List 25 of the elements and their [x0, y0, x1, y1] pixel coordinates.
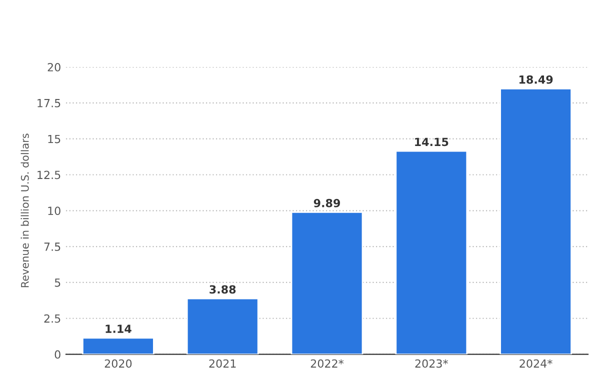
x-tick-label: 2022* [310, 359, 344, 368]
y-tick-label: 2.5 [44, 314, 60, 323]
y-tick-label: 12.5 [38, 170, 60, 180]
data-label: 14.15 [415, 138, 448, 146]
bar [395, 150, 468, 354]
y-tick-label: 15 [48, 134, 60, 144]
data-label: 9.89 [314, 198, 340, 208]
y-tick-label: 20 [48, 63, 60, 72]
y-axis-title: Revenue in billion U.S. dollars [20, 134, 29, 288]
y-tick-label: 17.5 [38, 99, 60, 108]
bar [290, 212, 364, 354]
x-tick-label: 2024* [520, 359, 552, 368]
x-tick-label: 2021 [209, 359, 236, 368]
y-tick-label: 10 [48, 206, 60, 216]
bar [500, 88, 572, 354]
data-label: 18.49 [519, 75, 553, 84]
data-label: 3.88 [210, 285, 236, 294]
bar [186, 298, 259, 354]
bar [82, 337, 154, 354]
y-tick-label: 7.5 [44, 242, 60, 251]
y-tick-label: 5 [54, 278, 60, 287]
data-label: 1.14 [106, 324, 132, 333]
x-tick-label: 2023* [415, 359, 448, 368]
y-tick-label: 0 [54, 350, 60, 359]
x-tick-label: 2020 [104, 359, 132, 368]
